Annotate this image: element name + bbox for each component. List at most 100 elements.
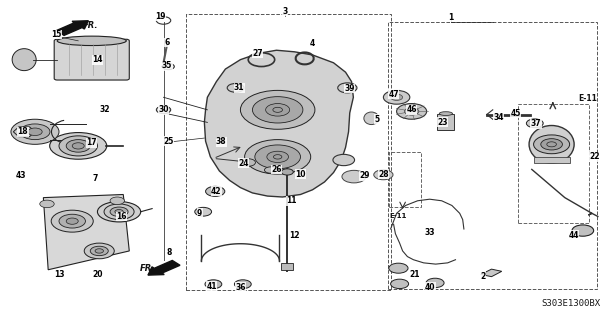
Polygon shape (204, 50, 353, 197)
Text: 14: 14 (92, 55, 103, 64)
Circle shape (333, 154, 354, 166)
Text: 38: 38 (216, 137, 227, 146)
Text: 18: 18 (18, 127, 28, 136)
Text: 28: 28 (378, 170, 389, 179)
Text: 11: 11 (286, 196, 297, 205)
Ellipse shape (50, 132, 107, 159)
Circle shape (90, 246, 109, 256)
Circle shape (273, 155, 282, 159)
Ellipse shape (440, 112, 452, 116)
Text: 44: 44 (569, 231, 579, 240)
Text: 21: 21 (409, 270, 420, 279)
Circle shape (405, 108, 419, 115)
Circle shape (115, 210, 123, 214)
Text: 23: 23 (438, 118, 448, 127)
Circle shape (66, 218, 78, 224)
Circle shape (59, 214, 85, 228)
Circle shape (261, 101, 294, 119)
Ellipse shape (529, 125, 574, 163)
Circle shape (541, 139, 562, 150)
Circle shape (426, 278, 444, 288)
Text: 6: 6 (164, 38, 170, 47)
Circle shape (547, 142, 557, 147)
Text: 8: 8 (167, 248, 172, 257)
Circle shape (397, 104, 427, 119)
Circle shape (267, 104, 289, 116)
Polygon shape (13, 127, 35, 137)
Circle shape (234, 280, 251, 289)
Circle shape (263, 149, 292, 164)
Circle shape (245, 140, 311, 174)
Circle shape (241, 159, 256, 166)
Text: 33: 33 (425, 228, 435, 236)
Text: 30: 30 (158, 105, 169, 114)
Text: 27: 27 (252, 49, 262, 58)
Text: 15: 15 (51, 30, 61, 39)
Circle shape (342, 170, 366, 183)
Text: 12: 12 (289, 231, 300, 240)
Text: 45: 45 (511, 109, 521, 118)
Bar (533, 157, 569, 163)
Text: 31: 31 (234, 84, 245, 92)
Bar (518, 104, 589, 223)
Text: 39: 39 (345, 84, 355, 93)
Circle shape (11, 119, 59, 144)
Bar (387, 22, 596, 289)
Circle shape (338, 83, 357, 93)
Text: 16: 16 (116, 212, 127, 221)
FancyBboxPatch shape (54, 39, 129, 80)
Text: 7: 7 (93, 174, 97, 183)
Circle shape (390, 94, 403, 100)
Circle shape (281, 169, 293, 175)
Circle shape (20, 124, 50, 140)
FancyArrow shape (56, 21, 88, 36)
Text: E-11: E-11 (578, 94, 597, 103)
Text: 36: 36 (235, 283, 246, 292)
Circle shape (527, 119, 543, 128)
Text: 37: 37 (531, 119, 541, 128)
Bar (438, 114, 454, 130)
Circle shape (28, 128, 42, 136)
Text: 3: 3 (283, 6, 288, 16)
Circle shape (264, 167, 276, 173)
Text: 34: 34 (493, 113, 504, 122)
Circle shape (572, 225, 593, 236)
Text: 13: 13 (54, 270, 64, 279)
Text: FR.: FR. (83, 21, 99, 30)
Circle shape (383, 90, 410, 104)
Ellipse shape (97, 202, 141, 222)
Text: 5: 5 (375, 115, 380, 124)
Circle shape (84, 243, 114, 259)
Text: 2: 2 (481, 272, 485, 281)
Text: 42: 42 (211, 187, 222, 196)
Text: 20: 20 (92, 270, 103, 279)
Text: FR.: FR. (140, 264, 155, 273)
Circle shape (253, 97, 303, 123)
Polygon shape (481, 269, 501, 277)
Bar (186, 14, 390, 290)
Circle shape (240, 90, 315, 129)
Circle shape (390, 279, 409, 289)
Circle shape (374, 170, 393, 180)
Circle shape (273, 107, 283, 112)
Text: 9: 9 (197, 209, 202, 218)
Circle shape (59, 136, 97, 156)
Circle shape (104, 204, 134, 220)
Text: S303E1300BX: S303E1300BX (542, 299, 601, 308)
Circle shape (533, 135, 569, 154)
Text: E-11: E-11 (389, 213, 407, 219)
Circle shape (267, 151, 289, 163)
Text: 10: 10 (295, 170, 306, 179)
Ellipse shape (364, 112, 379, 124)
Bar (281, 263, 293, 270)
Text: 47: 47 (388, 90, 399, 99)
Text: 25: 25 (163, 137, 173, 146)
Text: 43: 43 (16, 171, 26, 180)
Text: 46: 46 (406, 105, 417, 114)
Circle shape (268, 152, 287, 162)
Text: 40: 40 (425, 283, 435, 292)
Circle shape (66, 140, 90, 152)
Text: 24: 24 (238, 159, 249, 168)
Text: 35: 35 (162, 61, 172, 70)
Circle shape (205, 186, 225, 196)
